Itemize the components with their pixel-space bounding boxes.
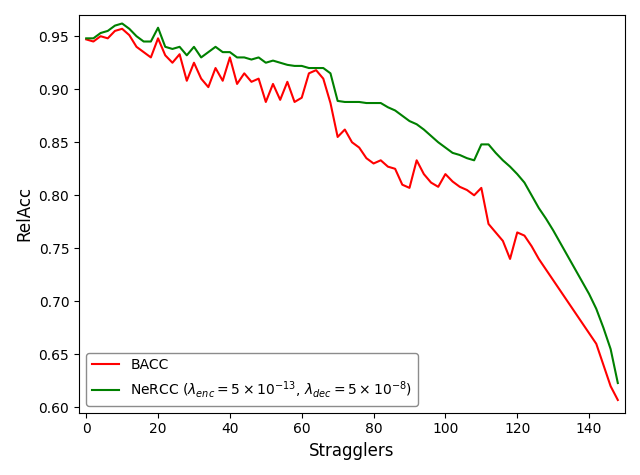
- Y-axis label: RelAcc: RelAcc: [15, 186, 33, 241]
- Line: NeRCC ($\lambda_{enc} = 5 \times 10^{-13}$, $\lambda_{dec} = 5 \times 10^{-8}$): NeRCC ($\lambda_{enc} = 5 \times 10^{-13…: [86, 23, 618, 383]
- NeRCC ($\lambda_{enc} = 5 \times 10^{-13}$, $\lambda_{dec} = 5 \times 10^{-8}$): [492, 150, 500, 156]
- BACC: [513, 229, 521, 235]
- NeRCC ($\lambda_{enc} = 5 \times 10^{-13}$, $\lambda_{dec} = 5 \times 10^{-8}$): [513, 171, 521, 177]
- NeRCC ($\lambda_{enc} = 5 \times 10^{-13}$, $\lambda_{dec} = 5 \times 10^{-8}$): [614, 380, 621, 386]
- Legend: BACC, NeRCC ($\lambda_{enc} = 5 \times 10^{-13}$, $\lambda_{dec} = 5 \times 10^{: BACC, NeRCC ($\lambda_{enc} = 5 \times 1…: [86, 353, 418, 406]
- BACC: [614, 397, 621, 403]
- BACC: [528, 243, 536, 249]
- Line: BACC: BACC: [86, 29, 618, 400]
- BACC: [132, 44, 140, 50]
- X-axis label: Stragglers: Stragglers: [309, 442, 395, 460]
- NeRCC ($\lambda_{enc} = 5 \times 10^{-13}$, $\lambda_{dec} = 5 \times 10^{-8}$): [564, 253, 572, 258]
- BACC: [492, 229, 500, 235]
- BACC: [506, 256, 514, 262]
- BACC: [564, 298, 572, 304]
- BACC: [118, 26, 126, 32]
- NeRCC ($\lambda_{enc} = 5 \times 10^{-13}$, $\lambda_{dec} = 5 \times 10^{-8}$): [528, 192, 536, 198]
- NeRCC ($\lambda_{enc} = 5 \times 10^{-13}$, $\lambda_{dec} = 5 \times 10^{-8}$): [118, 20, 126, 26]
- NeRCC ($\lambda_{enc} = 5 \times 10^{-13}$, $\lambda_{dec} = 5 \times 10^{-8}$): [83, 36, 90, 41]
- NeRCC ($\lambda_{enc} = 5 \times 10^{-13}$, $\lambda_{dec} = 5 \times 10^{-8}$): [506, 164, 514, 170]
- NeRCC ($\lambda_{enc} = 5 \times 10^{-13}$, $\lambda_{dec} = 5 \times 10^{-8}$): [132, 33, 140, 39]
- BACC: [83, 37, 90, 42]
